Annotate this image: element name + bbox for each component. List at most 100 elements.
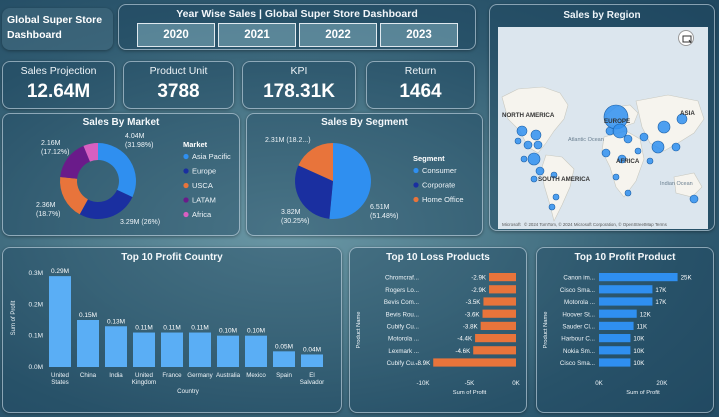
legend-item: Home Office [422, 195, 464, 204]
map-bubble [530, 175, 538, 183]
bar-value-label: 11K [637, 324, 648, 331]
focus-mode-icon[interactable] [678, 30, 694, 46]
kpi-value: 1464 [399, 81, 442, 102]
bar [217, 335, 239, 367]
bar-value-label: 17K [655, 287, 667, 294]
legend-item: LATAM [192, 196, 216, 205]
x-tick-label: El [309, 372, 315, 379]
pie-slice-africa [83, 143, 98, 162]
x-axis-label: Sum of Profit [626, 390, 660, 396]
legend-swatch [183, 168, 189, 174]
map-bubble [527, 152, 541, 166]
bar-value-label: 0.11M [163, 325, 181, 332]
y-axis-label: Product Name [356, 311, 362, 348]
year-button-2021[interactable]: 2021 [218, 23, 296, 47]
market-data-label: (17.12%) [41, 149, 69, 156]
segment-data-label: 3.82M [281, 209, 301, 216]
map-bubble [689, 194, 699, 204]
map-bubble [657, 120, 671, 134]
map-bubble [520, 155, 528, 163]
sales-by-segment-card: Sales By Segment 6.51M (51.48%) 3.82M (30.2… [246, 113, 483, 236]
legend-swatch [183, 197, 189, 203]
map-bubble [548, 203, 556, 211]
legend-swatch [413, 167, 419, 174]
y-tick-label: 0.0M [29, 364, 43, 371]
map-region-labels: NORTH AMERICA EUROPE ASIA AFRICA SOUTH A… [502, 110, 695, 183]
market-data-label: 4.04M [125, 133, 145, 140]
bar [161, 332, 183, 367]
x-tick-label: Australia [216, 372, 241, 379]
x-tick-label: 0K [595, 380, 603, 387]
y-axis-label: Sum of Profit [11, 300, 17, 335]
bar-value-label: 0.10M [219, 328, 237, 335]
africa-shape [601, 130, 645, 198]
legend-swatch [183, 211, 189, 218]
bar [599, 309, 637, 318]
segment-data-label: (30.25%) [281, 218, 309, 225]
year-button-2022[interactable]: 2022 [299, 23, 377, 47]
map-bubble [634, 147, 642, 155]
bar-value-label: 10K [633, 348, 645, 355]
map-bubble [623, 134, 633, 144]
map-label: ASIA [680, 110, 695, 117]
bar [433, 358, 516, 367]
map-bubble [612, 173, 620, 181]
focus-icon-glyph [682, 35, 692, 44]
bar-value-label: 12K [640, 311, 652, 318]
legend-swatch [413, 196, 419, 203]
bar [105, 326, 127, 367]
segment-chart-title: Sales By Segment [321, 117, 408, 128]
x-tick-label: States [51, 379, 69, 386]
map-brand: Microsoft [502, 222, 521, 227]
category-label: Hoover St... [562, 311, 595, 318]
australia-shape [673, 172, 703, 198]
map-bubble [617, 154, 627, 164]
market-data-label: 3.29M (26%) [120, 219, 160, 226]
bar-value-label: -2.9K [471, 287, 487, 294]
region-map[interactable]: NORTH AMERICA EUROPE ASIA AFRICA SOUTH A… [498, 27, 708, 229]
x-tick-label: United [51, 372, 69, 379]
pie-slice-corporate [295, 165, 333, 219]
kpi-label: Sales Projection [20, 65, 97, 77]
legend-item: Consumer [422, 166, 457, 175]
bar-value-label: -4.4K [457, 336, 473, 343]
category-label: Bevis Com... [384, 299, 419, 306]
bar [599, 334, 631, 343]
map-bubble [535, 166, 545, 176]
loss-chart-title: Top 10 Loss Products [386, 252, 490, 263]
category-label: Cubify Cu... [387, 324, 420, 331]
sales-by-market-card: Sales By Market 4.04M (31.98%) 3.29M (26%)… [2, 113, 240, 236]
kpi-label: Product Unit [149, 65, 208, 77]
bar-value-label: 0.29M [51, 268, 69, 275]
year-button-2020[interactable]: 2020 [137, 23, 215, 47]
legend-swatch [413, 182, 419, 188]
loss-products-card: Top 10 Loss Products Product Name Chromcr… [349, 247, 527, 413]
x-axis-label: Sum of Profit [453, 390, 487, 396]
map-label: NORTH AMERICA [502, 112, 555, 119]
bar [301, 354, 323, 367]
y-tick-label: 0.3M [29, 270, 43, 277]
pie-slice-usca [60, 177, 88, 215]
legend-title: Segment [413, 154, 445, 163]
category-label: Cisco Sma... [560, 287, 595, 294]
category-label: Sauder Cl... [562, 324, 595, 331]
pie-slice-home-office [298, 143, 333, 181]
x-tick-label: Germany [187, 372, 213, 379]
bar [189, 332, 211, 367]
country-bar-chart: 0.0M 0.1M 0.2M 0.3M Sum of Profit 0.29M United… [11, 268, 324, 395]
map-bubble [639, 132, 649, 142]
bar [482, 309, 516, 318]
loss-bar-chart: Product Name Chromcraf... -2.9K Rogers Lo..… [356, 273, 521, 396]
map-bubble [533, 140, 543, 150]
map-bubble [612, 123, 628, 139]
profit-country-card: Top 10 Profit Country 0.0M 0.1M 0.2M 0.3M Su… [2, 247, 342, 413]
y-tick-label: 0.1M [29, 333, 43, 340]
profit-product-card: Top 10 Profit Product Product Name Canon … [536, 247, 714, 413]
bar [599, 321, 634, 330]
map-label: Indian Ocean [660, 181, 693, 187]
kpi-kpi: KPI 178.31K [242, 61, 356, 109]
market-data-label: 2.36M [36, 202, 56, 209]
pie-slice-europe [79, 189, 133, 219]
kpi-value: 12.64M [26, 81, 91, 102]
year-button-2023[interactable]: 2023 [380, 23, 458, 47]
